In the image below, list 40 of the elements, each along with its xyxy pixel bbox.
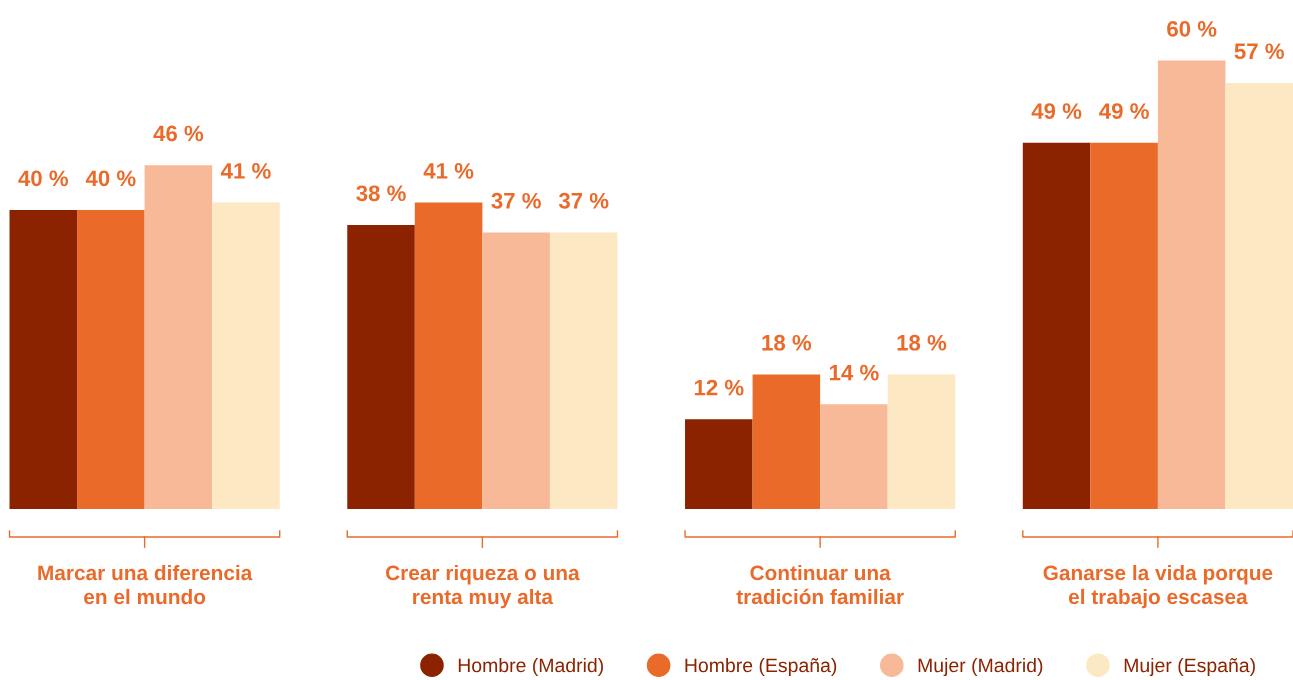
bar (887, 374, 956, 509)
data-label: 40 % (18, 170, 69, 187)
bar (685, 419, 753, 509)
bar (9, 210, 78, 509)
data-label: 18 % (897, 334, 947, 351)
legend-label: Hombre (Madrid) (458, 657, 603, 677)
bar (1090, 142, 1158, 509)
bar (212, 202, 280, 509)
data-label: 37 % (491, 192, 541, 209)
data-label: 12 % (694, 379, 744, 396)
data-label: 40 % (85, 170, 136, 187)
bar (77, 210, 145, 509)
x-tick-label: Marcar una diferencia en el mundo (38, 564, 253, 605)
bar (347, 224, 415, 509)
bar (144, 165, 213, 509)
x-tick-label: Crear riqueza o una renta muy alta (385, 564, 580, 609)
data-label: 38 % (356, 185, 406, 202)
data-label: 18 % (762, 334, 812, 351)
bar (549, 232, 618, 509)
bar (1157, 60, 1226, 509)
legend-label: Mujer (España) (1124, 657, 1255, 677)
bar (482, 232, 550, 509)
bar (820, 404, 888, 509)
legend-label: Hombre (España) (685, 657, 837, 677)
data-label: 14 % (829, 364, 879, 381)
data-label: 57 % (1234, 43, 1284, 60)
x-tick-label: Ganarse la vida porque el trabajo escasea (1043, 564, 1273, 609)
bar (1225, 82, 1293, 509)
data-label: 41 % (220, 163, 271, 179)
bar (414, 202, 483, 509)
data-label: 49 % (1099, 103, 1149, 119)
data-label: 49 % (1031, 103, 1082, 119)
x-tick-label: Continuar una tradición familiar (736, 564, 904, 605)
data-label: 41 % (423, 163, 474, 179)
data-label: 60 % (1167, 20, 1217, 37)
data-label: 46 % (153, 125, 204, 142)
bar (752, 374, 821, 509)
bar (1022, 142, 1091, 509)
legend-label: Mujer (Madrid) (918, 657, 1043, 677)
data-label: 37 % (558, 192, 609, 209)
